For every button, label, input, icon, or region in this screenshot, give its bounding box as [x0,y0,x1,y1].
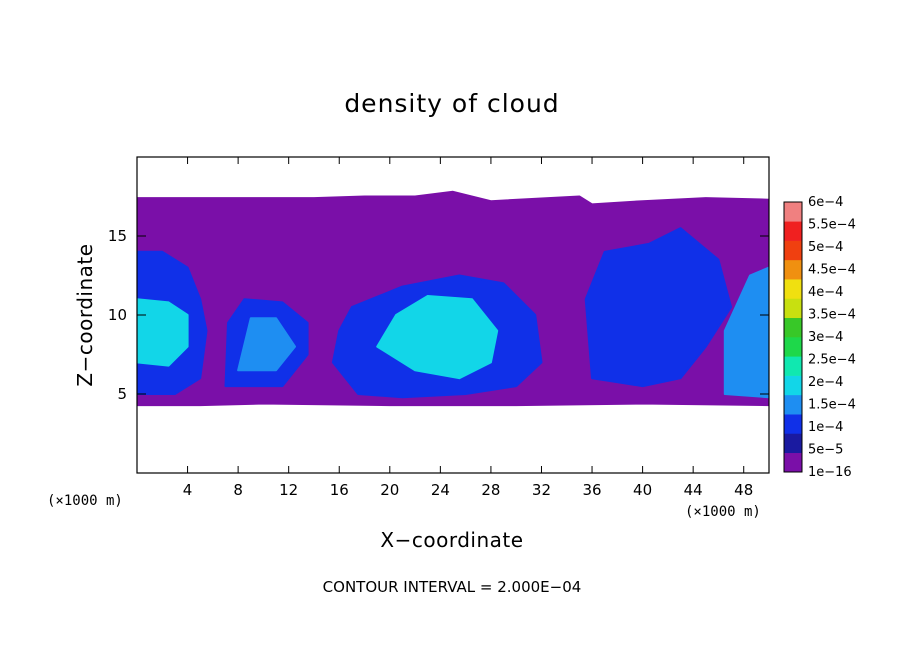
y-axis-label: Z−coordinate [73,243,97,386]
contour-region-core-8-14-bright [237,317,296,372]
x-axis-label: X−coordinate [380,528,523,552]
cloud-density-field [137,190,769,407]
colorbar-swatch [784,202,802,222]
colorbar-label: 2.5e−4 [808,353,856,368]
x-tick-label: 48 [734,481,753,499]
colorbar-frame [783,201,803,473]
y-tick-label: 10 [108,306,127,324]
x-tick-label: 12 [279,481,298,499]
colorbar-label: 1e−4 [808,420,843,435]
colorbar-label: 2e−4 [808,375,843,390]
colorbar-swatch [784,240,802,261]
y-axis-ticks: 5 10 15 [108,227,769,403]
x-tick-label: 28 [481,481,500,499]
x-tick-label: 20 [380,481,399,499]
x-tick-label: 32 [532,481,551,499]
colorbar-swatch [784,221,802,241]
contour-region-core-central-bright [376,295,499,380]
colorbar-swatch [784,452,802,473]
colorbar-label: 3.5e−4 [808,308,856,323]
colorbar-label: 5.5e−4 [808,218,856,233]
colorbar-label: 5e−5 [808,443,843,458]
colorbar-swatch [784,337,802,357]
colorbar-swatch [784,375,802,396]
x-tick-label: 24 [431,481,450,499]
colorbar-label: 5e−4 [808,240,843,255]
x-tick-label: 8 [233,481,243,499]
x-tick-label: 40 [633,481,652,499]
colorbar-swatch [784,414,802,434]
colorbar-swatch [784,279,802,299]
contour-interval-note: CONTOUR INTERVAL = 2.000E−04 [323,578,582,596]
x-axis-ticks: 4 8 12 16 20 24 28 32 36 40 44 48 [183,157,753,499]
contour-region-core-west-bright [137,298,189,367]
colorbar-label: 3e−4 [808,330,843,345]
colorbar-swatch [784,317,802,338]
x-tick-label: 4 [183,481,193,499]
x-tick-label: 16 [330,481,349,499]
colorbar-swatch [784,298,802,319]
contour-region-core-east [584,227,733,388]
y-tick-label: 5 [117,385,127,403]
colorbar-swatch [784,394,802,415]
x-tick-label: 44 [684,481,703,499]
x-tick-label: 36 [582,481,601,499]
colorbar-swatch [784,433,802,454]
colorbar-swatch [784,356,802,376]
colorbar-label: 1.5e−4 [808,398,856,413]
colorbar-label: 4.5e−4 [808,263,856,278]
colorbar-label: 1e−16 [808,465,852,480]
chart-title: density of cloud [344,89,559,118]
colorbar: 1e−16 5e−5 1e−4 1.5e−4 2e−4 2.5e−4 3e−4 3.5e−4 4… [783,195,856,480]
colorbar-swatch [784,259,802,280]
colorbar-label: 4e−4 [808,285,843,300]
colorbar-label: 6e−4 [808,195,843,210]
contour-region-core-far-east [723,266,769,399]
y-unit-label: (×1000 m) [47,493,123,509]
y-tick-label: 15 [108,227,127,245]
x-unit-label: (×1000 m) [685,504,761,520]
